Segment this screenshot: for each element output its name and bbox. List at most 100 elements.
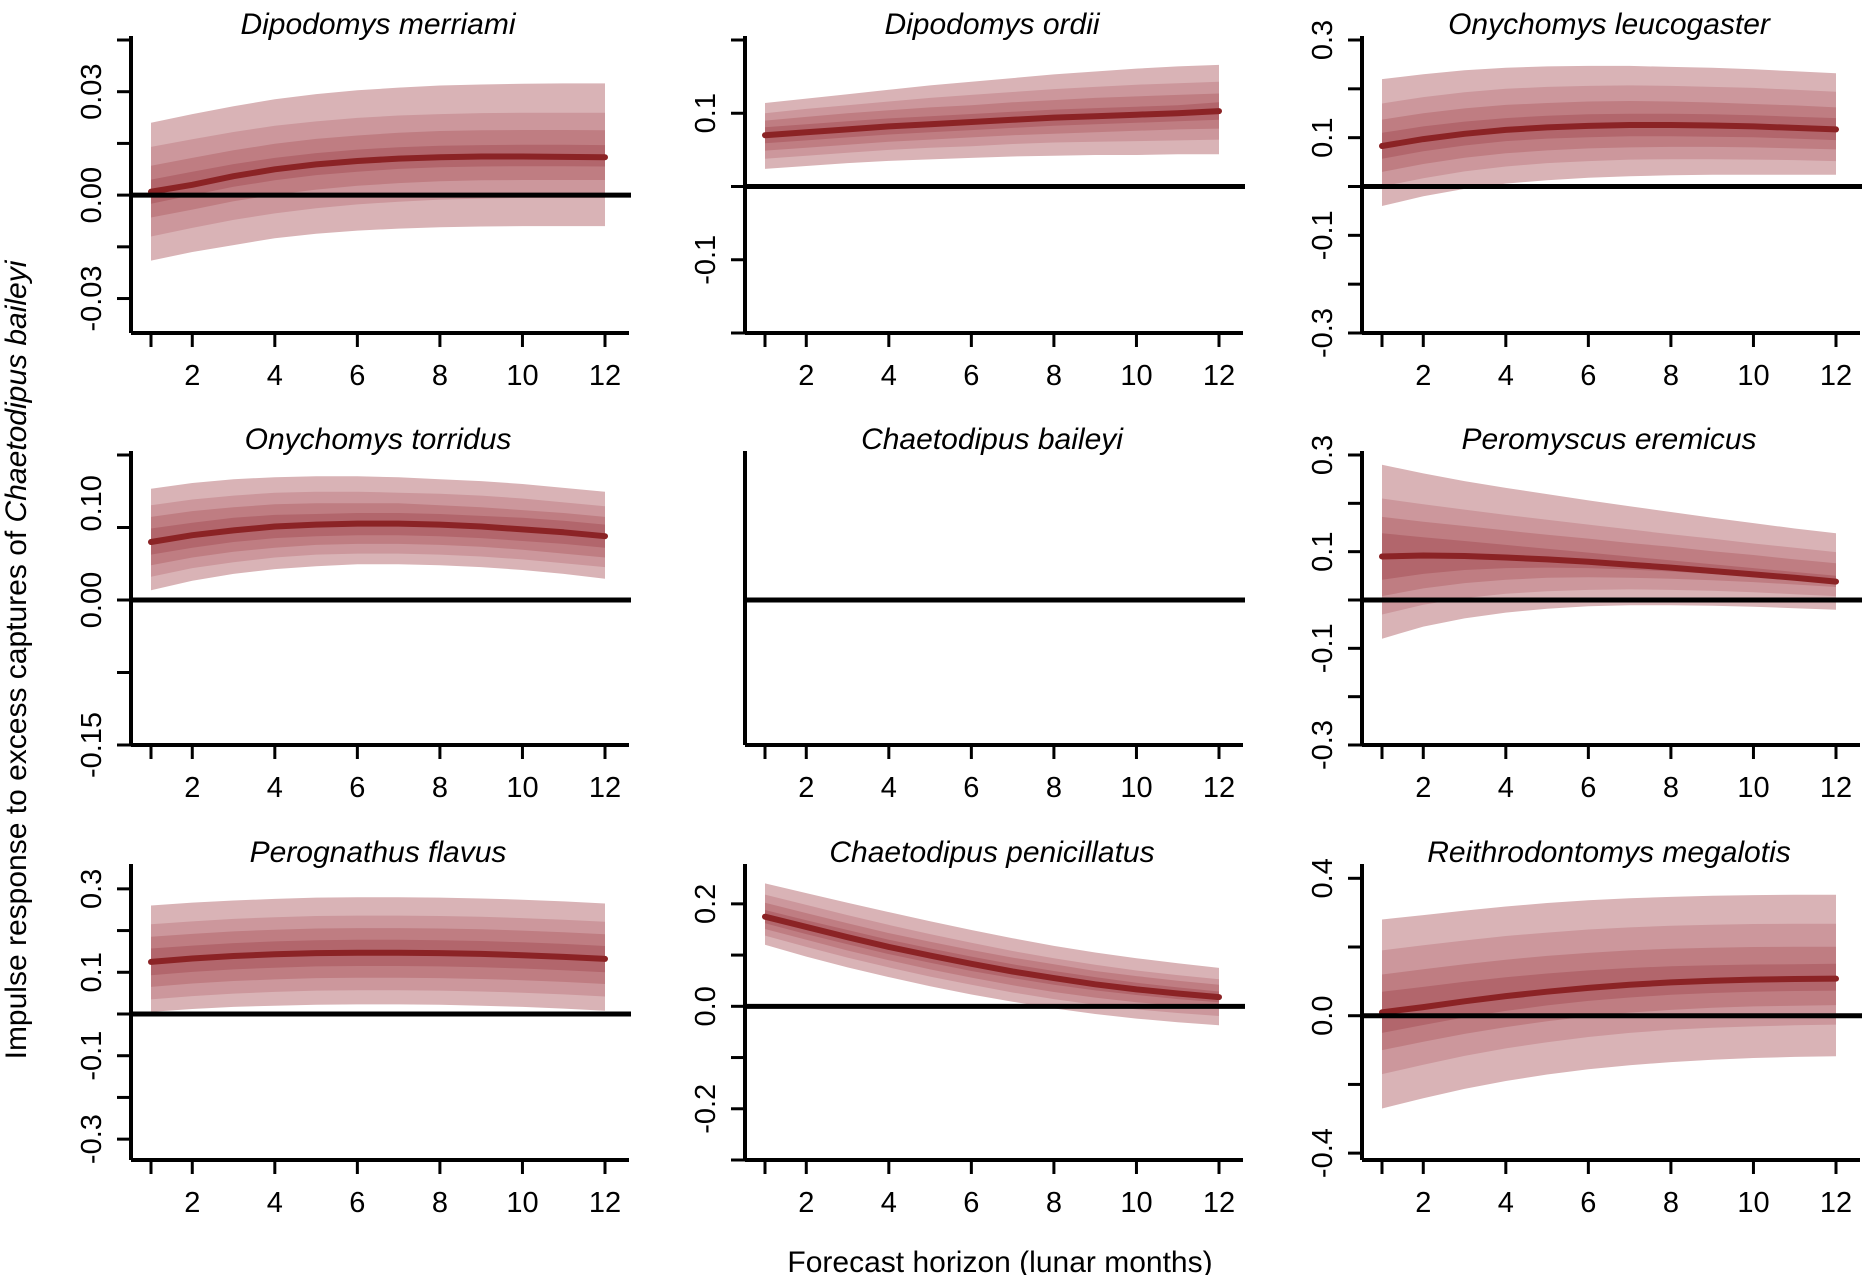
x-tick-label: 8 bbox=[1663, 360, 1679, 392]
x-tick-label: 10 bbox=[1120, 1187, 1152, 1219]
y-tick-label: 0.00 bbox=[76, 572, 108, 628]
x-tick-label: 4 bbox=[267, 1187, 283, 1219]
x-tick-label: 6 bbox=[963, 1187, 979, 1219]
x-tick-label: 8 bbox=[1663, 772, 1679, 804]
x-tick-label: 8 bbox=[432, 1187, 448, 1219]
x-tick-label: 10 bbox=[506, 772, 538, 804]
y-tick-label: -0.1 bbox=[1307, 210, 1339, 260]
x-tick-label: 6 bbox=[349, 1187, 365, 1219]
x-tick-label: 4 bbox=[1498, 772, 1514, 804]
median-line bbox=[1379, 975, 1839, 1016]
median-line bbox=[762, 913, 1222, 1001]
x-tick-label: 6 bbox=[963, 360, 979, 392]
panel-title: Onychomys torridus bbox=[245, 423, 512, 456]
confidence-band bbox=[151, 939, 605, 976]
y-axis-title: Impulse response to excess captures of C… bbox=[0, 259, 33, 1059]
x-tick-label: 6 bbox=[349, 772, 365, 804]
panel-title: Onychomys leucogaster bbox=[1448, 8, 1771, 41]
median-line bbox=[1379, 122, 1839, 149]
x-tick-label: 4 bbox=[881, 1187, 897, 1219]
x-tick-label: 10 bbox=[1737, 360, 1769, 392]
y-axis-title-species: Chaetodipus baileyi bbox=[0, 259, 33, 522]
y-tick-label: 0.2 bbox=[690, 884, 722, 924]
confidence-band bbox=[765, 910, 1219, 1003]
x-tick-label: 10 bbox=[506, 360, 538, 392]
y-tick-label: 0.0 bbox=[690, 986, 722, 1026]
x-tick-label: 10 bbox=[1737, 772, 1769, 804]
x-tick-label: 4 bbox=[267, 360, 283, 392]
y-tick-label: 0.1 bbox=[1307, 118, 1339, 158]
median-line bbox=[762, 108, 1222, 139]
panel-title: Dipodomys ordii bbox=[884, 8, 1100, 41]
x-tick-label: 4 bbox=[267, 772, 283, 804]
panels-group: Dipodomys merriami 2 4 6 8 10 12 -0.03 0.00 0.03 D… bbox=[76, 8, 1862, 1219]
median-line bbox=[1379, 552, 1839, 585]
panel-title: Chaetodipus penicillatus bbox=[829, 836, 1154, 869]
y-tick-label: -0.1 bbox=[1307, 623, 1339, 673]
panel-title: Dipodomys merriami bbox=[240, 8, 516, 41]
panel-title: Chaetodipus baileyi bbox=[861, 423, 1124, 456]
x-tick-label: 12 bbox=[1820, 360, 1852, 392]
x-tick-label: 2 bbox=[798, 772, 814, 804]
x-tick-label: 6 bbox=[1580, 772, 1596, 804]
confidence-band bbox=[151, 144, 605, 204]
y-tick-label: 0.0 bbox=[1307, 996, 1339, 1036]
panel-title: Reithrodontomys megalotis bbox=[1427, 836, 1791, 869]
y-tick-label: -0.03 bbox=[76, 265, 108, 331]
y-tick-label: 0.1 bbox=[76, 952, 108, 992]
y-tick-label: 0.3 bbox=[1307, 435, 1339, 475]
y-tick-label: 0.4 bbox=[1307, 858, 1339, 898]
panel-title: Perognathus flavus bbox=[250, 836, 507, 869]
y-tick-label: 0.1 bbox=[690, 93, 722, 133]
x-tick-label: 12 bbox=[1203, 772, 1235, 804]
y-tick-label: -0.3 bbox=[1307, 720, 1339, 770]
x-axis-title: Forecast horizon (lunar months) bbox=[787, 1246, 1212, 1275]
panel: Chaetodipus baileyi 2 4 6 8 10 12 bbox=[743, 423, 1245, 804]
x-tick-label: 12 bbox=[589, 360, 621, 392]
x-tick-label: 6 bbox=[349, 360, 365, 392]
y-tick-label: 0.3 bbox=[76, 869, 108, 909]
panel: Onychomys leucogaster 2 4 6 8 10 12 -0.3 -0.1 0.1… bbox=[1307, 8, 1862, 392]
x-tick-label: 2 bbox=[184, 772, 200, 804]
x-tick-label: 12 bbox=[1203, 1187, 1235, 1219]
y-axis-title-prefix: Impulse response to excess captures of bbox=[0, 522, 33, 1059]
x-tick-label: 10 bbox=[1120, 772, 1152, 804]
x-tick-label: 2 bbox=[1415, 1187, 1431, 1219]
x-tick-label: 12 bbox=[1820, 1187, 1852, 1219]
median-line bbox=[148, 153, 608, 195]
panel: Dipodomys merriami 2 4 6 8 10 12 -0.03 0.00 0.03 bbox=[76, 8, 631, 392]
x-tick-label: 4 bbox=[881, 360, 897, 392]
y-tick-label: 0.00 bbox=[76, 167, 108, 223]
x-tick-label: 12 bbox=[1203, 360, 1235, 392]
x-tick-label: 2 bbox=[184, 1187, 200, 1219]
y-tick-label: 0.1 bbox=[1307, 532, 1339, 572]
median-line bbox=[148, 520, 608, 545]
x-tick-label: 2 bbox=[1415, 772, 1431, 804]
x-tick-label: 10 bbox=[1120, 360, 1152, 392]
y-tick-label: -0.3 bbox=[1307, 308, 1339, 358]
confidence-band bbox=[151, 513, 605, 555]
panel: Onychomys torridus 2 4 6 8 10 12 -0.15 0.00 0.10 bbox=[76, 423, 631, 804]
y-tick-label: -0.1 bbox=[690, 235, 722, 285]
x-tick-label: 6 bbox=[963, 772, 979, 804]
x-tick-label: 8 bbox=[1046, 360, 1062, 392]
x-tick-label: 4 bbox=[1498, 360, 1514, 392]
x-tick-label: 2 bbox=[1415, 360, 1431, 392]
panel: Chaetodipus penicillatus 2 4 6 8 10 12 -0.2 0.0 0… bbox=[690, 836, 1245, 1219]
x-tick-label: 8 bbox=[1046, 1187, 1062, 1219]
x-tick-label: 2 bbox=[184, 360, 200, 392]
panel: Reithrodontomys megalotis 2 4 6 8 10 12 -0.4 0.0… bbox=[1307, 836, 1862, 1219]
y-tick-label: -0.15 bbox=[76, 712, 108, 778]
x-tick-label: 2 bbox=[798, 1187, 814, 1219]
panel: Dipodomys ordii 2 4 6 8 10 12 -0.1 0.1 bbox=[690, 8, 1245, 392]
x-tick-label: 2 bbox=[798, 360, 814, 392]
panel: Perognathus flavus 2 4 6 8 10 12 -0.3 -0.1 0.1 0.3 bbox=[76, 836, 631, 1219]
x-tick-label: 12 bbox=[589, 1187, 621, 1219]
x-tick-label: 8 bbox=[432, 772, 448, 804]
y-tick-label: -0.2 bbox=[690, 1084, 722, 1134]
y-tick-label: 0.3 bbox=[1307, 20, 1339, 60]
x-tick-label: 10 bbox=[506, 1187, 538, 1219]
x-tick-label: 8 bbox=[1046, 772, 1062, 804]
x-tick-label: 6 bbox=[1580, 1187, 1596, 1219]
y-tick-label: 0.03 bbox=[76, 63, 108, 119]
